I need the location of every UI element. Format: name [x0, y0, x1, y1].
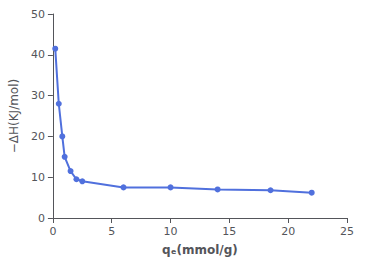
svg-text:10: 10	[31, 171, 45, 184]
svg-text:40: 40	[31, 48, 45, 61]
svg-text:0: 0	[49, 225, 56, 238]
svg-text:0: 0	[38, 212, 45, 225]
svg-text:25: 25	[340, 225, 354, 238]
svg-text:30: 30	[31, 89, 45, 102]
svg-text:5: 5	[108, 225, 115, 238]
svg-text:20: 20	[31, 130, 45, 143]
svg-text:20: 20	[281, 225, 295, 238]
svg-text:10: 10	[164, 225, 178, 238]
svg-text:−ΔH(KJ/mol): −ΔH(KJ/mol)	[7, 79, 21, 153]
svg-text:50: 50	[31, 8, 45, 21]
svg-text:15: 15	[222, 225, 236, 238]
svg-text:qₑ(mmol/g): qₑ(mmol/g)	[162, 243, 238, 257]
